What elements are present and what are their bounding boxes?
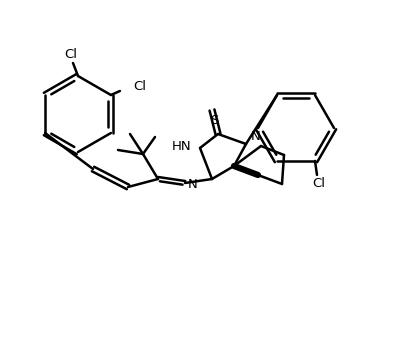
Text: Cl: Cl — [133, 80, 146, 93]
Text: S: S — [210, 114, 218, 126]
Text: N: N — [188, 178, 198, 191]
Text: N: N — [251, 130, 261, 143]
Text: Cl: Cl — [65, 47, 78, 60]
Text: HN: HN — [172, 139, 192, 152]
Text: Cl: Cl — [313, 177, 326, 190]
